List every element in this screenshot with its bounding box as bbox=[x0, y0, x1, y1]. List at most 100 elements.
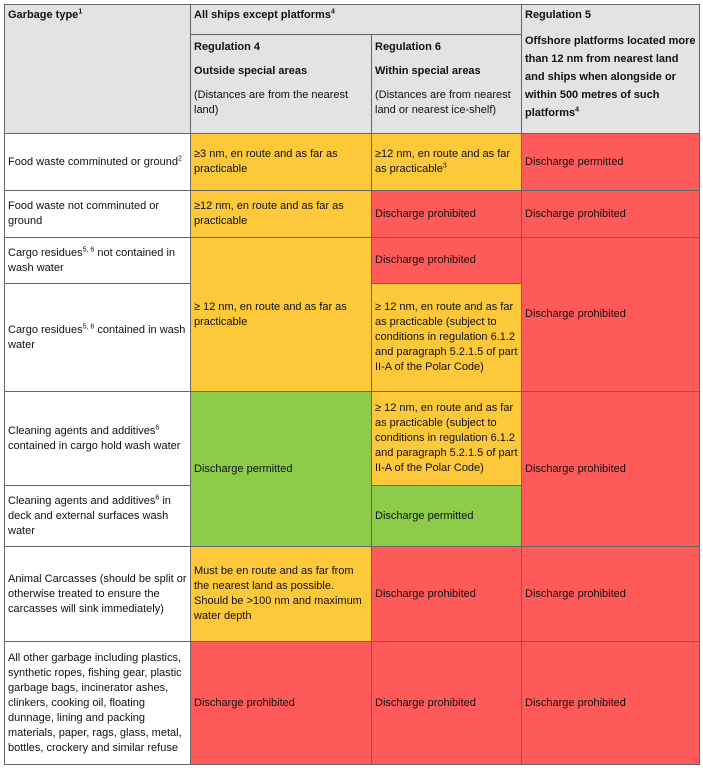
text: Discharge permitted bbox=[194, 462, 293, 475]
text: Discharge permitted bbox=[525, 155, 624, 168]
header-text: Garbage type1 bbox=[8, 8, 187, 23]
text: Cleaning agents and additives bbox=[8, 494, 156, 507]
rule-text: Discharge permitted bbox=[194, 462, 368, 477]
footnote-ref: 4 bbox=[575, 106, 580, 114]
rule-cell: Discharge prohibited bbox=[521, 641, 700, 765]
rule-text: Discharge prohibited bbox=[525, 696, 696, 711]
rule-cell: Must be en route and as far from the nea… bbox=[190, 546, 372, 642]
rule-cell: ≥ 12 nm, en route and as far as practica… bbox=[190, 237, 372, 392]
text: All other garbage including plastics, sy… bbox=[8, 651, 182, 754]
garbage-type: Cargo residues5, 6 not contained in wash… bbox=[4, 237, 191, 284]
text: ≥12 nm, en route and as far as practicab… bbox=[375, 148, 511, 175]
text: Garbage type bbox=[8, 9, 79, 21]
header-title: Regulation 5 bbox=[525, 9, 592, 21]
text: not contained in wash water bbox=[8, 246, 176, 274]
rule-cell: Discharge permitted bbox=[190, 391, 372, 547]
rule-text: Discharge permitted bbox=[375, 509, 518, 524]
header-subtitle: Within special areas bbox=[375, 65, 481, 77]
rule-cell: Discharge prohibited bbox=[521, 190, 700, 238]
rule-text: ≥12 nm, en route and as far as practicab… bbox=[375, 147, 518, 177]
garbage-label: Cleaning agents and additives6 contained… bbox=[8, 424, 187, 454]
text: Discharge prohibited bbox=[375, 254, 476, 266]
header-title: Regulation 4 bbox=[194, 41, 261, 53]
garbage-label: Cleaning agents and additives6 in deck a… bbox=[8, 494, 187, 539]
header-garbage-type: Garbage type1 bbox=[4, 4, 191, 134]
footnote-ref: 5, 6 bbox=[82, 245, 95, 253]
rule-cell: ≥12 nm, en route and as far as practicab… bbox=[190, 190, 372, 238]
rule-cell: ≥3 nm, en route and as far as practicabl… bbox=[190, 133, 372, 191]
rule-cell: Discharge prohibited bbox=[371, 641, 522, 765]
footnote-ref: 2 bbox=[177, 154, 182, 162]
rule-text: Discharge prohibited bbox=[375, 587, 518, 602]
text: Food waste not comminuted or ground bbox=[8, 200, 160, 227]
rule-text: ≥3 nm, en route and as far as practicabl… bbox=[194, 147, 368, 177]
rule-text: Discharge prohibited bbox=[525, 462, 696, 477]
text: ≥ 12 nm, en route and as far as practica… bbox=[194, 300, 347, 328]
garbage-label: All other garbage including plastics, sy… bbox=[8, 651, 187, 756]
rule-text: Discharge prohibited bbox=[375, 207, 518, 222]
text: contained in cargo hold wash water bbox=[8, 439, 181, 452]
text: Discharge prohibited bbox=[375, 587, 476, 600]
rule-cell: Discharge prohibited bbox=[371, 546, 522, 642]
text: Discharge prohibited bbox=[375, 207, 476, 220]
garbage-type: Animal Carcasses (should be split or oth… bbox=[4, 546, 191, 642]
rule-text: ≥ 12 nm, en route and as far as practica… bbox=[375, 300, 518, 375]
rule-text: Discharge prohibited bbox=[525, 207, 696, 222]
garbage-label: Cargo residues5, 6 contained in wash wat… bbox=[8, 323, 187, 353]
rule-text: Discharge prohibited bbox=[525, 587, 696, 602]
rule-text: Discharge prohibited bbox=[375, 696, 518, 711]
garbage-label: Animal Carcasses (should be split or oth… bbox=[8, 572, 187, 617]
text: All ships except platforms bbox=[194, 9, 331, 21]
header-regulation-6: Regulation 6 Within special areas (Distanc… bbox=[371, 34, 522, 134]
rule-cell: Discharge permitted bbox=[371, 485, 522, 547]
text: ≥ 12 nm, en route and as far as practica… bbox=[375, 301, 518, 373]
rule-text: Discharge prohibited bbox=[194, 696, 368, 711]
header-subtitle: Offshore platforms located more than 12 … bbox=[525, 32, 696, 122]
text: Discharge prohibited bbox=[375, 696, 476, 709]
text: Must be en route and as far from the nea… bbox=[194, 565, 362, 622]
header-text: All ships except platforms4 bbox=[194, 8, 518, 23]
header-note: (Distances are from the nearest land) bbox=[194, 89, 349, 116]
text: Discharge prohibited bbox=[525, 308, 626, 320]
text: Discharge prohibited bbox=[525, 207, 626, 220]
rule-text: Discharge prohibited bbox=[525, 307, 696, 322]
garbage-type: Cleaning agents and additives6 contained… bbox=[4, 391, 191, 486]
text: Food waste comminuted or ground bbox=[8, 155, 178, 168]
text: Cargo residues bbox=[8, 323, 83, 336]
text: in deck and external surfaces wash water bbox=[8, 494, 171, 537]
text: Discharge prohibited bbox=[525, 696, 626, 709]
header-title: Regulation 6 bbox=[375, 41, 442, 53]
rule-text: ≥ 12 nm, en route and as far as practica… bbox=[375, 401, 518, 476]
text: Cargo residues bbox=[8, 246, 83, 259]
rule-cell: Discharge permitted bbox=[521, 133, 700, 191]
garbage-type: Cargo residues5, 6 contained in wash wat… bbox=[4, 283, 191, 392]
rule-cell: ≥12 nm, en route and as far as practicab… bbox=[371, 133, 522, 191]
rule-text: Discharge prohibited bbox=[375, 253, 518, 268]
rule-cell: Discharge prohibited bbox=[371, 237, 522, 284]
rule-text: Discharge permitted bbox=[525, 155, 696, 170]
rule-cell: ≥ 12 nm, en route and as far as practica… bbox=[371, 391, 522, 486]
header-note: (Distances are from nearest land or near… bbox=[375, 89, 511, 116]
footnote-ref: 3 bbox=[442, 162, 447, 170]
rule-text: Must be en route and as far from the nea… bbox=[194, 564, 368, 624]
rule-cell: Discharge prohibited bbox=[521, 546, 700, 642]
rule-cell: Discharge prohibited bbox=[521, 237, 700, 392]
garbage-label: Food waste comminuted or ground2 bbox=[8, 155, 187, 170]
rule-cell: Discharge prohibited bbox=[521, 391, 700, 547]
rule-cell: ≥ 12 nm, en route and as far as practica… bbox=[371, 283, 522, 392]
footnote-ref: 6 bbox=[155, 423, 160, 431]
garbage-label: Food waste not comminuted or ground bbox=[8, 199, 187, 229]
text: Cleaning agents and additives bbox=[8, 424, 156, 437]
garbage-type: Food waste comminuted or ground2 bbox=[4, 133, 191, 191]
text: ≥12 nm, en route and as far as practicab… bbox=[194, 200, 344, 227]
garbage-type: Cleaning agents and additives6 in deck a… bbox=[4, 485, 191, 547]
text: Animal Carcasses (should be split or oth… bbox=[8, 572, 187, 615]
footnote-ref: 5, 6 bbox=[82, 322, 95, 330]
text: Discharge permitted bbox=[375, 509, 474, 522]
text: Discharge prohibited bbox=[194, 696, 295, 709]
footnote-ref: 1 bbox=[78, 8, 83, 16]
garbage-type: All other garbage including plastics, sy… bbox=[4, 641, 191, 765]
footnote-ref: 6 bbox=[155, 493, 160, 501]
text: Discharge prohibited bbox=[525, 462, 626, 475]
